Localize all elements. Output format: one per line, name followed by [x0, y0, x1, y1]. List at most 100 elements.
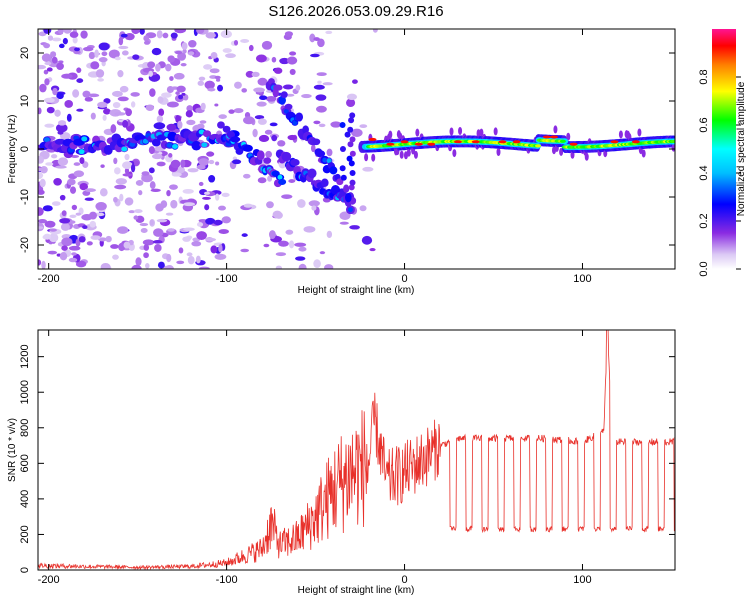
- spectrogram-blob: [84, 96, 93, 102]
- spectrogram-blob: [248, 44, 254, 52]
- spectrogram-blob: [57, 29, 64, 35]
- spectrogram-blob: [167, 228, 175, 232]
- spectrogram-blob: [58, 43, 65, 49]
- spectrogram-blob: [496, 147, 501, 156]
- y-tick-label: 1000: [19, 380, 31, 404]
- spectrogram-blob: [641, 149, 646, 158]
- spectrogram-blob: [217, 84, 224, 92]
- spectrogram-blob: [139, 222, 149, 227]
- spectrogram-blob: [158, 108, 165, 117]
- spectrogram-blob: [166, 253, 172, 263]
- x-tick-label: 0: [401, 574, 407, 586]
- spectrogram-blob: [161, 92, 172, 98]
- spectrogram-blob: [151, 47, 162, 56]
- spectrogram-blob: [95, 202, 107, 211]
- spectrogram-blob: [349, 150, 356, 157]
- spectrogram-blob: [225, 53, 236, 59]
- y-tick-label: 10: [19, 95, 31, 107]
- spectrogram-blob: [38, 189, 45, 195]
- spectrogram-blob: [182, 94, 189, 101]
- spectrogram-blob: [269, 230, 276, 240]
- spectrogram-blob: [298, 246, 307, 252]
- spectrogram-blob: [351, 128, 363, 137]
- spectrogram-blob: [235, 147, 244, 155]
- spectrogram-blob: [166, 189, 171, 197]
- spectrogram-blob: [275, 252, 287, 257]
- spectrogram-blob: [118, 45, 129, 50]
- spectrogram-blob: [349, 170, 356, 176]
- spectrogram-blob: [349, 225, 360, 230]
- spectrogram-blob: [61, 73, 73, 79]
- spectrogram-blob: [156, 115, 164, 123]
- snr-series-line: [38, 330, 675, 570]
- snr-frame: [37, 329, 676, 571]
- spectrogram-blob: [144, 40, 151, 45]
- spectrogram-blob: [182, 48, 187, 54]
- spectrogram-blob: [197, 123, 205, 130]
- x-tick-label: -100: [216, 273, 238, 285]
- spectrogram-blob: [181, 92, 186, 96]
- spectrogram-blob: [174, 29, 187, 34]
- spectrogram-blob: [156, 30, 163, 39]
- spectrogram-blob: [46, 106, 55, 114]
- spectrogram-blob: [111, 90, 123, 97]
- spectrogram-blob: [41, 53, 52, 62]
- spectrogram-blob: [316, 150, 326, 158]
- spectrogram-blob: [45, 162, 54, 166]
- spectrogram-blob: [243, 203, 253, 208]
- spectrogram-blob: [452, 149, 457, 158]
- spectrogram-blob: [176, 85, 186, 93]
- spectrogram-blob: [82, 46, 94, 52]
- spectrogram-blob: [51, 37, 62, 42]
- spectrogram-blob: [101, 51, 108, 57]
- spectrogram-blob: [277, 174, 283, 180]
- spectrogram-blob: [198, 266, 210, 269]
- spectrogram-blob: [121, 50, 129, 56]
- spectrogram-blob: [177, 52, 187, 61]
- spectrogram-blob: [180, 62, 187, 67]
- spectrogram-blob: [176, 260, 185, 265]
- spectrogram-blob: [44, 78, 50, 86]
- spectrogram-blob: [368, 137, 377, 141]
- spectrogram-blob: [359, 124, 368, 129]
- spectrogram-blob: [214, 75, 221, 80]
- spectrogram-blob: [124, 167, 130, 175]
- spectrogram-blob: [69, 214, 77, 218]
- spectrogram-blob: [155, 203, 164, 212]
- spectrogram-blob: [157, 261, 165, 269]
- spectrogram-blob: [73, 170, 85, 178]
- spectrogram-blob: [326, 230, 333, 239]
- spectrogram-blob: [339, 221, 349, 225]
- spectrogram-blob: [213, 219, 223, 226]
- spectrogram-blob: [43, 43, 51, 49]
- y-tick-label: 400: [19, 490, 31, 508]
- spectrogram-blob: [671, 143, 675, 152]
- spectrogram-blob: [196, 222, 204, 227]
- spectrogram-blob: [88, 51, 96, 60]
- spectrogram-blob: [175, 91, 180, 95]
- spectrogram-blob: [215, 161, 220, 166]
- spectrogram-y-ticks: -20 -10 0 10 20: [19, 47, 675, 253]
- spectrogram-blob: [303, 226, 316, 233]
- spectrogram-blob: [183, 227, 195, 232]
- spectrogram-blob: [493, 127, 498, 136]
- spectrogram-blob: [60, 223, 70, 231]
- x-tick-label: -200: [38, 574, 60, 586]
- spectrogram-blob: [348, 184, 355, 191]
- spectrogram-blob: [340, 174, 347, 181]
- spectrogram-blob: [112, 254, 119, 260]
- colorbar-tick-label: 0.6: [698, 117, 710, 132]
- spectrogram-blob: [113, 157, 118, 165]
- spectrogram-blob: [97, 101, 108, 108]
- spectrogram-blob: [89, 220, 97, 228]
- spectrogram-blob: [584, 152, 589, 161]
- spectrogram-blob: [187, 168, 199, 173]
- spectrogram-blob: [68, 257, 78, 263]
- spectrogram-blob: [206, 151, 215, 157]
- spectrogram-blob: [44, 123, 55, 128]
- spectrogram-blob: [81, 136, 88, 142]
- spectrogram-blob: [298, 263, 307, 269]
- spectrogram-blob: [313, 84, 325, 90]
- spectrogram-blob: [138, 190, 143, 196]
